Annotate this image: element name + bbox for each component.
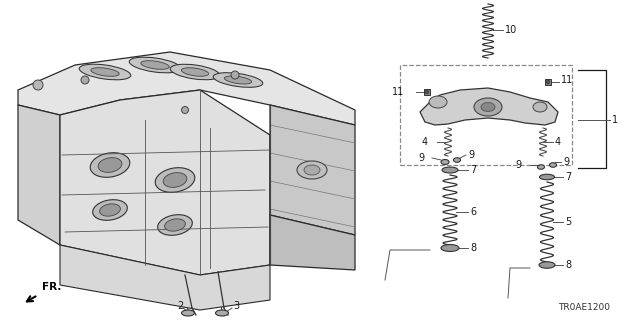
Ellipse shape — [540, 174, 554, 180]
Ellipse shape — [91, 68, 119, 76]
Ellipse shape — [429, 96, 447, 108]
Ellipse shape — [441, 244, 459, 252]
Text: TR0AE1200: TR0AE1200 — [558, 303, 610, 312]
Text: 9: 9 — [468, 150, 474, 160]
Ellipse shape — [533, 102, 547, 112]
Text: 9: 9 — [563, 157, 569, 167]
Ellipse shape — [538, 165, 545, 169]
Text: 2: 2 — [177, 301, 183, 311]
Text: 7: 7 — [470, 165, 476, 175]
Text: 3: 3 — [233, 301, 239, 311]
Ellipse shape — [155, 168, 195, 192]
Circle shape — [182, 107, 189, 114]
Ellipse shape — [474, 98, 502, 116]
Text: 9: 9 — [418, 153, 424, 163]
Ellipse shape — [170, 64, 220, 80]
Text: 11: 11 — [392, 87, 404, 97]
Bar — [545, 79, 551, 85]
Ellipse shape — [181, 68, 209, 76]
Text: 8: 8 — [470, 243, 476, 253]
Ellipse shape — [129, 57, 180, 73]
Ellipse shape — [93, 200, 127, 220]
Ellipse shape — [225, 76, 252, 84]
Bar — [424, 89, 430, 95]
Ellipse shape — [539, 262, 555, 268]
Text: 7: 7 — [565, 172, 572, 182]
Ellipse shape — [304, 165, 320, 175]
Text: 9: 9 — [516, 160, 522, 170]
Circle shape — [231, 71, 239, 79]
Ellipse shape — [164, 219, 186, 231]
Circle shape — [425, 90, 429, 94]
Ellipse shape — [157, 215, 193, 235]
Ellipse shape — [297, 161, 327, 179]
Polygon shape — [270, 215, 355, 270]
Text: 4: 4 — [422, 137, 428, 147]
Polygon shape — [420, 88, 558, 125]
Ellipse shape — [79, 64, 131, 80]
Ellipse shape — [213, 73, 263, 87]
Ellipse shape — [98, 158, 122, 172]
Polygon shape — [18, 105, 60, 245]
Circle shape — [33, 80, 43, 90]
Text: 6: 6 — [470, 207, 476, 217]
Ellipse shape — [442, 167, 458, 173]
Ellipse shape — [441, 159, 449, 164]
Ellipse shape — [454, 158, 461, 162]
Ellipse shape — [481, 102, 495, 111]
Ellipse shape — [141, 61, 169, 69]
Text: 1: 1 — [612, 115, 618, 125]
Ellipse shape — [182, 310, 195, 316]
Ellipse shape — [100, 204, 120, 216]
Text: FR.: FR. — [42, 282, 61, 292]
Text: 5: 5 — [565, 217, 572, 227]
Polygon shape — [18, 52, 355, 125]
Text: 11: 11 — [561, 75, 573, 85]
Ellipse shape — [216, 310, 228, 316]
Polygon shape — [60, 245, 270, 310]
Ellipse shape — [90, 153, 130, 177]
Polygon shape — [270, 105, 355, 235]
Circle shape — [546, 80, 550, 84]
Ellipse shape — [163, 172, 187, 188]
Bar — [400, 65, 572, 165]
Text: 4: 4 — [555, 137, 561, 147]
Text: 8: 8 — [565, 260, 571, 270]
Polygon shape — [60, 90, 270, 275]
Circle shape — [81, 76, 89, 84]
Ellipse shape — [550, 163, 557, 167]
Text: 10: 10 — [505, 25, 517, 35]
